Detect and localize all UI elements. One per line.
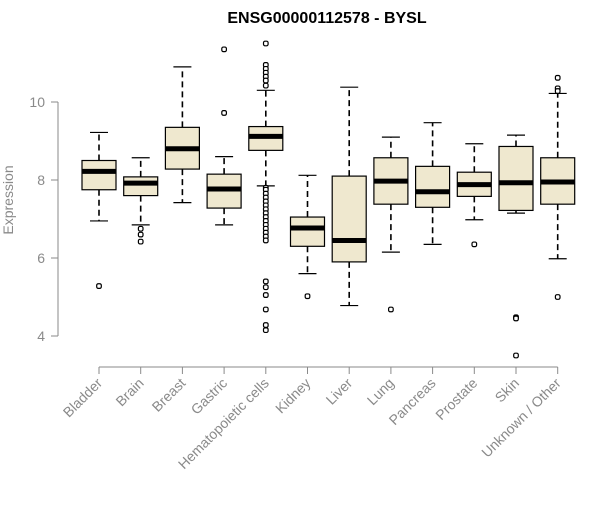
outlier-point	[262, 292, 269, 298]
outlier-point	[262, 284, 269, 291]
outlier-point	[221, 46, 228, 53]
outlier-point	[513, 315, 519, 322]
x-category-label: Brain	[112, 375, 146, 409]
outlier-point	[137, 231, 144, 238]
box-liver	[331, 175, 367, 263]
y-tick-label: 8	[37, 172, 45, 188]
y-tick-label: 4	[37, 328, 45, 344]
box-bladder	[81, 159, 117, 191]
outlier-point	[304, 293, 311, 300]
outlier-point	[554, 294, 561, 300]
outlier-point	[554, 88, 561, 94]
outlier-point	[471, 241, 478, 248]
x-category-label: Liver	[323, 375, 356, 408]
outlier-point	[262, 327, 269, 334]
outlier-point	[262, 40, 269, 47]
x-category-label: Bladder	[60, 375, 106, 421]
outlier-point	[96, 283, 102, 289]
x-category-label: Breast	[149, 375, 189, 415]
chart-title: ENSG00000112578 - BYSL	[227, 10, 426, 27]
outlier-point	[513, 352, 519, 359]
outlier-point	[262, 306, 269, 313]
outlier-point	[388, 306, 394, 313]
x-category-label: Skin	[492, 375, 523, 406]
x-category-label: Kidney	[272, 375, 314, 417]
outlier-point	[262, 322, 269, 328]
x-category-label: Prostate	[432, 375, 480, 423]
box-brain	[123, 176, 159, 197]
outlier-point	[262, 77, 269, 84]
y-axis-label: Expression	[0, 165, 16, 234]
x-category-label: Lung	[364, 375, 397, 408]
x-category-label: Unknown / Other	[478, 375, 564, 461]
outlier-point	[262, 237, 269, 244]
box-kidney	[289, 216, 326, 247]
outlier-point	[221, 110, 228, 116]
outlier-point	[262, 278, 269, 285]
y-tick-label: 6	[37, 250, 45, 266]
outlier-point	[554, 74, 561, 81]
outlier-point	[137, 225, 144, 232]
box-skin	[498, 145, 534, 212]
box-pancreas	[415, 165, 451, 208]
outlier-point	[262, 82, 269, 89]
y-tick-label: 10	[29, 94, 45, 110]
outlier-point	[137, 238, 144, 245]
